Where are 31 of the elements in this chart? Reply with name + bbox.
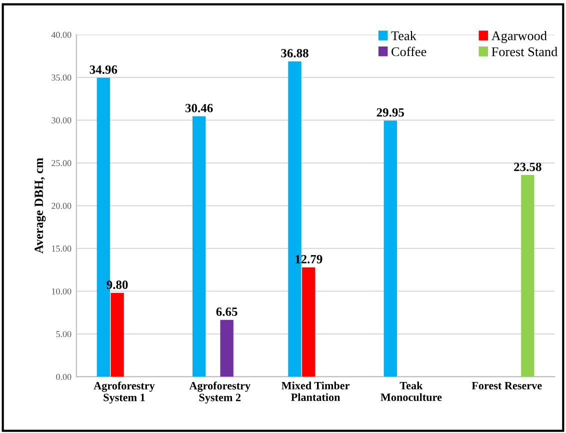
data-label: 29.95 bbox=[376, 108, 404, 117]
x-tick-label: Teak Monoculture bbox=[380, 382, 442, 402]
bar bbox=[302, 267, 316, 377]
x-tick-label: Agroforestry System 1 bbox=[94, 382, 155, 404]
y-tick-label: 15.00 bbox=[52, 246, 72, 252]
data-label: 23.58 bbox=[514, 162, 542, 172]
legend-label: Forest Stand bbox=[492, 46, 558, 56]
data-label: 36.88 bbox=[281, 48, 308, 58]
legend-label: Teak bbox=[391, 30, 416, 40]
bar bbox=[220, 320, 234, 377]
y-tick-label: 0.00 bbox=[56, 374, 72, 380]
y-tick-label: 35.00 bbox=[52, 74, 72, 81]
y-tick-label: 20.00 bbox=[52, 202, 72, 209]
bar bbox=[384, 120, 397, 377]
y-tick-label: 10.00 bbox=[52, 288, 72, 294]
y-tick-label: 25.00 bbox=[52, 160, 72, 166]
x-tick-label: Mixed Timber Plantation bbox=[282, 382, 350, 402]
data-label: 30.46 bbox=[185, 104, 213, 112]
legend-label: Agarwood bbox=[491, 30, 547, 43]
x-tick-label: Agroforestry System 2 bbox=[189, 382, 250, 404]
data-label: 34.96 bbox=[90, 65, 118, 74]
y-tick-label: 40.00 bbox=[51, 32, 72, 38]
y-tick-label: 5.00 bbox=[56, 331, 72, 338]
data-label: 6.65 bbox=[216, 308, 238, 316]
y-axis-title: Average DBH, cm bbox=[34, 158, 46, 254]
bar bbox=[521, 175, 534, 377]
bar bbox=[192, 116, 206, 377]
x-tick-label: Forest Reserve bbox=[472, 382, 542, 390]
y-tick-label: 30.00 bbox=[52, 117, 72, 124]
legend-label: Coffee bbox=[392, 46, 426, 56]
bar bbox=[110, 292, 124, 377]
